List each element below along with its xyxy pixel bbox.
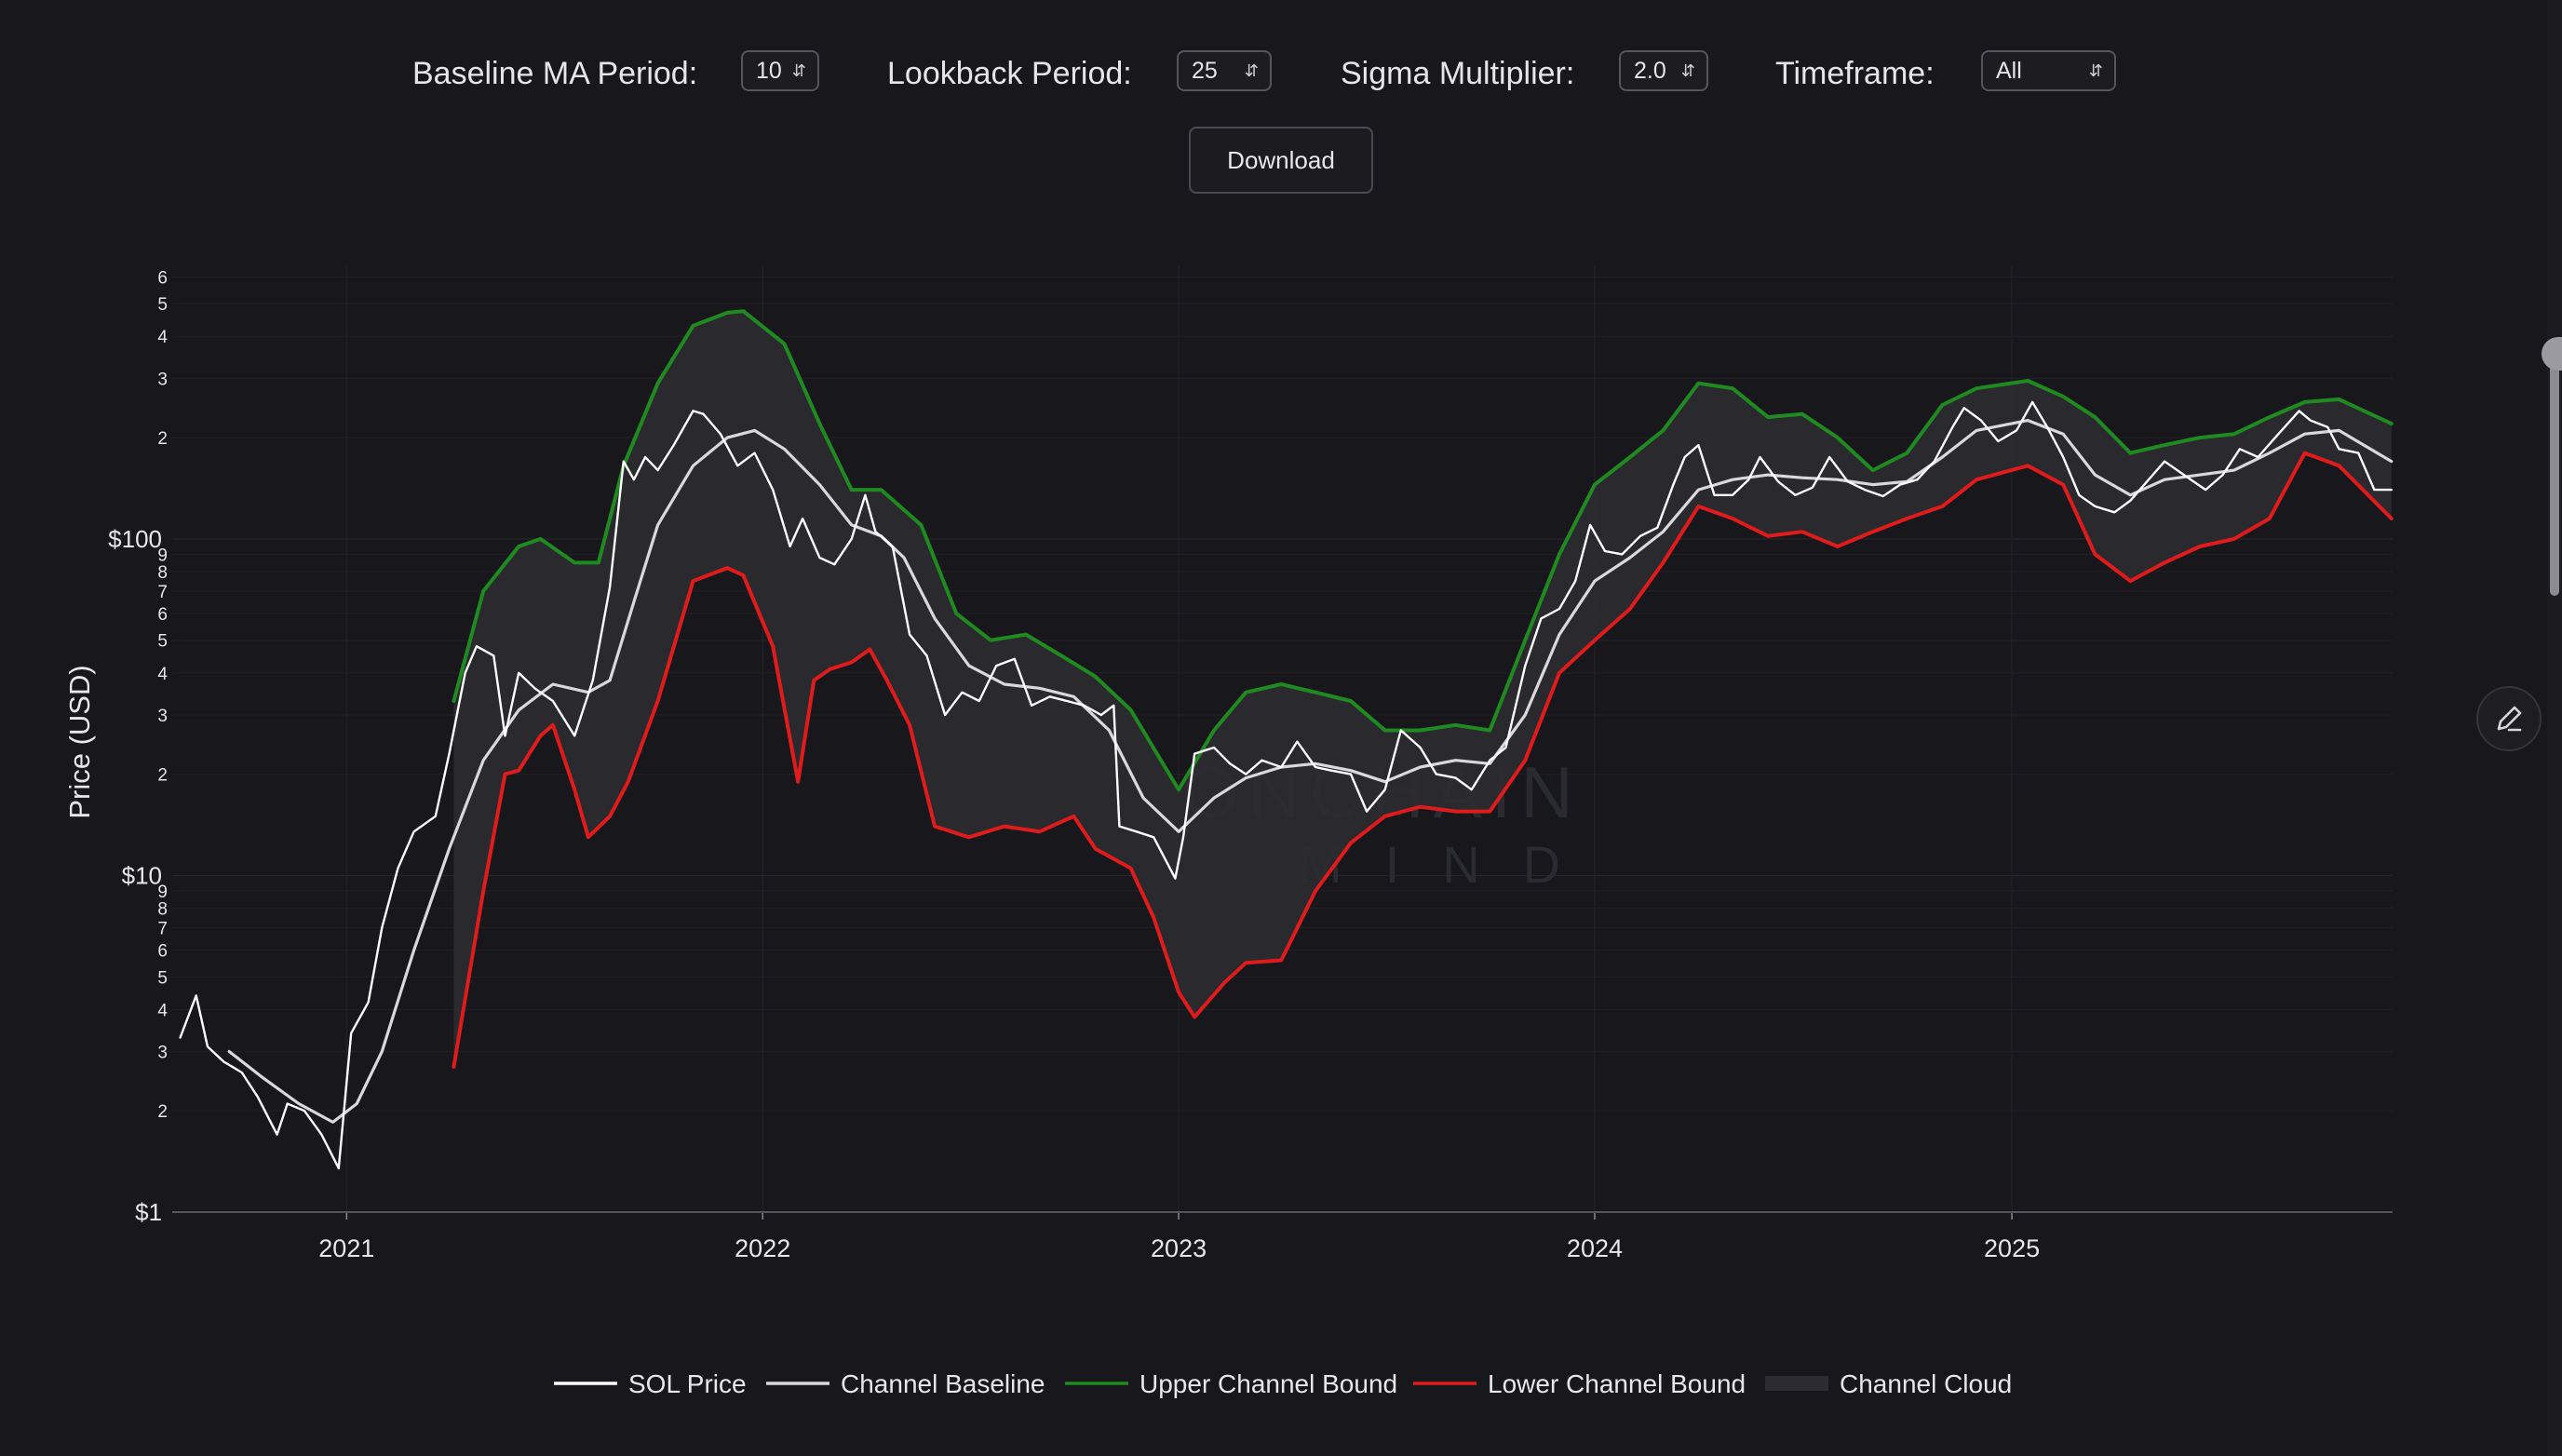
series-lines [179,309,2393,1170]
y-minor-tick-label: 9 [157,546,168,565]
y-minor-tick-label: 6 [157,605,168,625]
series-line-sol-price [179,400,2393,1170]
timeframe-label: Timeframe: [1775,56,1935,91]
y-minor-tick-label: 4 [157,665,168,684]
baseline-ma-value: 10 [756,58,782,84]
x-tick-label: 2024 [1567,1234,1623,1262]
controls-bar: Baseline MA Period: 10 ⇵ Lookback Period… [0,47,2562,99]
stepper-icon: ⇵ [1244,61,1259,80]
channel-cloud-area [453,311,2392,1067]
legend-swatch-channel-cloud [1765,1376,1828,1391]
y-minor-tick-label: 4 [157,328,168,347]
scrollbar[interactable] [2547,0,2562,1456]
sigma-select[interactable]: 2.0 ⇵ [1619,50,1708,91]
y-minor-tick-label: 6 [157,942,168,962]
baseline-ma-select[interactable]: 10 ⇵ [741,50,819,91]
series-line-lower-channel-bound [452,451,2393,1069]
scrollbar-handle[interactable] [2542,337,2562,371]
channel-cloud [453,311,2392,1067]
y-minor-tick-label: 2 [157,766,168,786]
lookback-label: Lookback Period: [887,56,1132,91]
lookback-select[interactable]: 25 ⇵ [1177,50,1272,91]
chevron-updown-icon: ⇵ [2088,61,2103,80]
y-tick-label: $100 [108,525,162,553]
y-minor-tick-label: 5 [157,968,168,988]
y-minor-tick-label: 4 [157,1001,168,1020]
timeframe-select[interactable]: All ⇵ [1981,50,2116,91]
stepper-icon: ⇵ [1680,61,1695,80]
y-axis-label: Price (USD) [63,665,96,818]
lookback-value: 25 [1192,58,1218,84]
y-minor-tick-label: 8 [157,899,168,919]
timeframe-value: All [1996,58,2022,84]
legend-label-lower-channel-bound: Lower Channel Bound [1488,1369,1746,1398]
y-minor-tick-label: 6 [157,269,168,289]
sigma-value: 2.0 [1634,58,1666,84]
series-line-channel-baseline [227,419,2393,1125]
sigma-label: Sigma Multiplier: [1341,56,1575,91]
x-tick-label: 2021 [318,1234,374,1262]
y-minor-tick-label: 9 [157,883,168,902]
y-minor-tick-label: 2 [157,429,168,449]
download-button[interactable]: Download [1189,127,1373,194]
legend: SOL Price Channel Baseline Upper Channel B… [554,1369,2012,1398]
y-tick-label: $1 [135,1198,162,1226]
y-minor-tick-label: 7 [157,919,168,938]
legend-label-channel-cloud: Channel Cloud [1840,1369,2012,1398]
edit-button[interactable] [2476,686,2542,751]
x-tick-label: 2022 [735,1234,790,1262]
pencil-icon [2497,706,2522,732]
legend-label-channel-baseline: Channel Baseline [841,1369,1045,1398]
y-minor-tick-label: 5 [157,295,168,315]
y-minor-tick-label: 3 [157,1043,168,1062]
legend-label-sol-price: SOL Price [628,1369,747,1398]
baseline-ma-label: Baseline MA Period: [412,56,698,91]
y-minor-tick-label: 8 [157,563,168,583]
legend-label-upper-channel-bound: Upper Channel Bound [1139,1369,1397,1398]
scrollbar-thumb[interactable] [2550,341,2559,596]
y-tick-label: $10 [122,861,162,889]
y-minor-tick-label: 7 [157,583,168,602]
series-line-upper-channel-bound [452,309,2393,792]
y-minor-tick-label: 5 [157,632,168,652]
y-minor-tick-label: 3 [157,707,168,726]
y-minor-tick-label: 3 [157,370,168,389]
x-tick-label: 2025 [1984,1234,2040,1262]
x-tick-label: 2023 [1151,1234,1207,1262]
stepper-icon: ⇵ [791,61,806,80]
y-minor-tick-label: 2 [157,1102,168,1122]
